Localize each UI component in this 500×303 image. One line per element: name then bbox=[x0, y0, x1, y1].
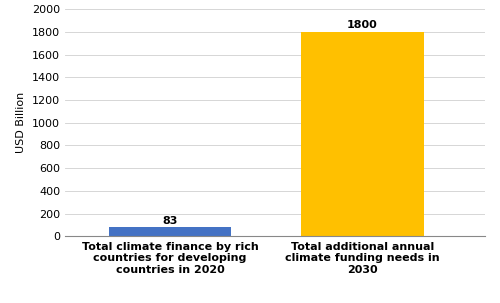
Text: 1800: 1800 bbox=[347, 19, 378, 30]
Y-axis label: USD Billion: USD Billion bbox=[16, 92, 26, 153]
Text: 83: 83 bbox=[162, 216, 178, 226]
Bar bbox=[109, 227, 231, 236]
Bar bbox=[301, 32, 424, 236]
